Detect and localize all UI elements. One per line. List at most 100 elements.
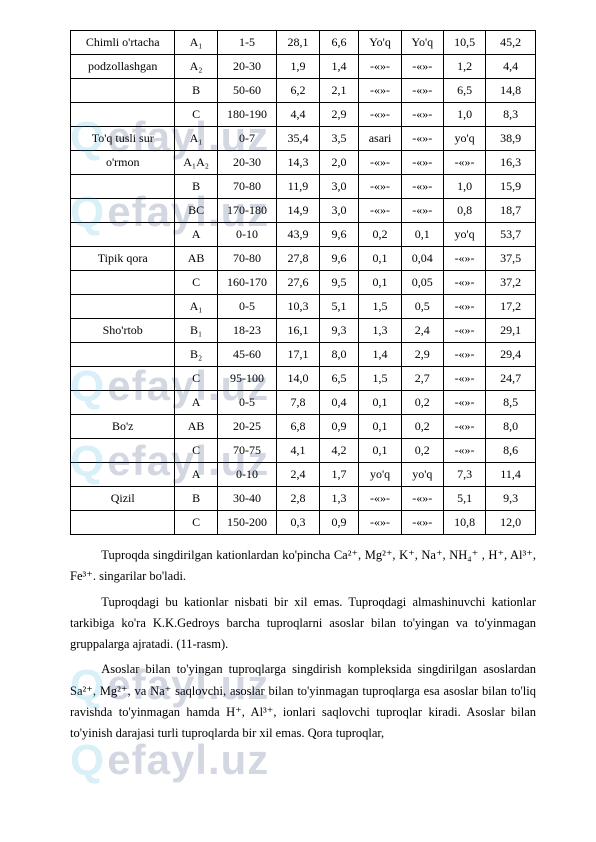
table-cell: 20-25 <box>217 415 277 439</box>
table-cell: 1,2 <box>443 55 485 79</box>
table-row: A0-102,41,7yo'qyo'q7,311,4 <box>71 463 536 487</box>
table-cell: 10,3 <box>277 295 319 319</box>
table-cell: 0-10 <box>217 223 277 247</box>
table-cell: -«»- <box>443 151 485 175</box>
table-cell: -«»- <box>359 175 401 199</box>
table-cell: -«»- <box>359 199 401 223</box>
table-row: To'q tusli surA₁0-735,43,5asari-«»-yo'q3… <box>71 127 536 151</box>
table-cell: 1,9 <box>277 55 319 79</box>
table-cell <box>71 439 175 463</box>
table-cell: -«»- <box>401 487 443 511</box>
table-cell: 18-23 <box>217 319 277 343</box>
table-cell: Sho'rtob <box>71 319 175 343</box>
table-cell: 4,4 <box>486 55 536 79</box>
table-cell: 8,3 <box>486 103 536 127</box>
table-cell: 2,4 <box>277 463 319 487</box>
table-cell: Qizil <box>71 487 175 511</box>
table-cell <box>71 367 175 391</box>
table-cell: -«»- <box>443 391 485 415</box>
table-cell: Yo'q <box>359 31 401 55</box>
table-cell: 0,5 <box>401 295 443 319</box>
table-cell: 0-5 <box>217 295 277 319</box>
table-cell: -«»- <box>359 79 401 103</box>
paragraph-2: Tuproqdagi bu kationlar nisbati bir xil … <box>70 592 536 656</box>
table-cell <box>71 103 175 127</box>
table-cell: 160-170 <box>217 271 277 295</box>
table-cell: 18,7 <box>486 199 536 223</box>
table-cell: 0,1 <box>401 223 443 247</box>
table-cell: 11,9 <box>277 175 319 199</box>
table-cell: A₁A₂ <box>175 151 217 175</box>
table-cell: Bo'z <box>71 415 175 439</box>
table-cell: BC <box>175 199 217 223</box>
table-cell: 5,1 <box>443 487 485 511</box>
table-row: A0-1043,99,60,20,1yo'q53,7 <box>71 223 536 247</box>
table-cell: 9,3 <box>486 487 536 511</box>
table-cell: 9,6 <box>319 247 359 271</box>
table-cell: Yo'q <box>401 31 443 55</box>
table-cell: -«»- <box>443 271 485 295</box>
table-cell: 1,7 <box>319 463 359 487</box>
table-cell: -«»- <box>443 343 485 367</box>
table-cell: 1,4 <box>319 55 359 79</box>
table-cell: B <box>175 487 217 511</box>
table-cell: 50-60 <box>217 79 277 103</box>
table-cell: 1,5 <box>359 295 401 319</box>
table-cell: 20-30 <box>217 151 277 175</box>
table-cell: 9,6 <box>319 223 359 247</box>
paragraph-1: Tuproqda singdirilgan kationlardan ko'pi… <box>70 545 536 588</box>
table-cell: 8,0 <box>486 415 536 439</box>
table-cell <box>71 223 175 247</box>
table-cell: 6,5 <box>443 79 485 103</box>
table-row: C95-10014,06,51,52,7-«»-24,7 <box>71 367 536 391</box>
table-cell: 10,8 <box>443 511 485 535</box>
table-cell: 0,8 <box>443 199 485 223</box>
table-cell: -«»- <box>401 151 443 175</box>
table-row: B₂45-6017,18,01,42,9-«»-29,4 <box>71 343 536 367</box>
table-cell: 1,0 <box>443 175 485 199</box>
table-cell: B₁ <box>175 319 217 343</box>
table-cell: -«»- <box>443 295 485 319</box>
table-cell: C <box>175 439 217 463</box>
table-cell: 3,0 <box>319 199 359 223</box>
table-cell: 4,4 <box>277 103 319 127</box>
table-cell: 1,3 <box>359 319 401 343</box>
table-cell: 30-40 <box>217 487 277 511</box>
table-cell: -«»- <box>401 175 443 199</box>
table-cell: 6,8 <box>277 415 319 439</box>
table-cell: 0,2 <box>359 223 401 247</box>
table-cell: 70-80 <box>217 175 277 199</box>
table-cell <box>71 511 175 535</box>
table-cell: A <box>175 223 217 247</box>
table-cell: 27,6 <box>277 271 319 295</box>
table-cell <box>71 295 175 319</box>
table-row: Tipik qoraAB70-8027,89,60,10,04-«»-37,5 <box>71 247 536 271</box>
table-cell: 0,2 <box>401 439 443 463</box>
table-cell: AB <box>175 415 217 439</box>
table-cell: 8,5 <box>486 391 536 415</box>
table-cell: 9,3 <box>319 319 359 343</box>
paragraph-3: Asoslar bilan to'yingan tuproqlarga sing… <box>70 659 536 744</box>
table-row: C180-1904,42,9-«»--«»-1,08,3 <box>71 103 536 127</box>
table-cell: 0,9 <box>319 511 359 535</box>
table-cell: -«»- <box>401 79 443 103</box>
table-cell: 0,4 <box>319 391 359 415</box>
table-cell: -«»- <box>443 247 485 271</box>
table-cell: 6,5 <box>319 367 359 391</box>
table-cell: 95-100 <box>217 367 277 391</box>
table-cell: -«»- <box>359 103 401 127</box>
table-cell: 16,1 <box>277 319 319 343</box>
table-row: B50-606,22,1-«»--«»-6,514,8 <box>71 79 536 103</box>
table-cell: yo'q <box>401 463 443 487</box>
table-cell: 70-80 <box>217 247 277 271</box>
table-cell: 3,0 <box>319 175 359 199</box>
table-cell: 14,9 <box>277 199 319 223</box>
table-cell: 70-75 <box>217 439 277 463</box>
table-row: A₁0-510,35,11,50,5-«»-17,2 <box>71 295 536 319</box>
table-cell: 24,7 <box>486 367 536 391</box>
table-cell: 2,9 <box>319 103 359 127</box>
table-cell: 0,1 <box>359 391 401 415</box>
table-cell: 29,4 <box>486 343 536 367</box>
table-row: podzollashganA₂20-301,91,4-«»--«»-1,24,4 <box>71 55 536 79</box>
table-cell: 8,0 <box>319 343 359 367</box>
